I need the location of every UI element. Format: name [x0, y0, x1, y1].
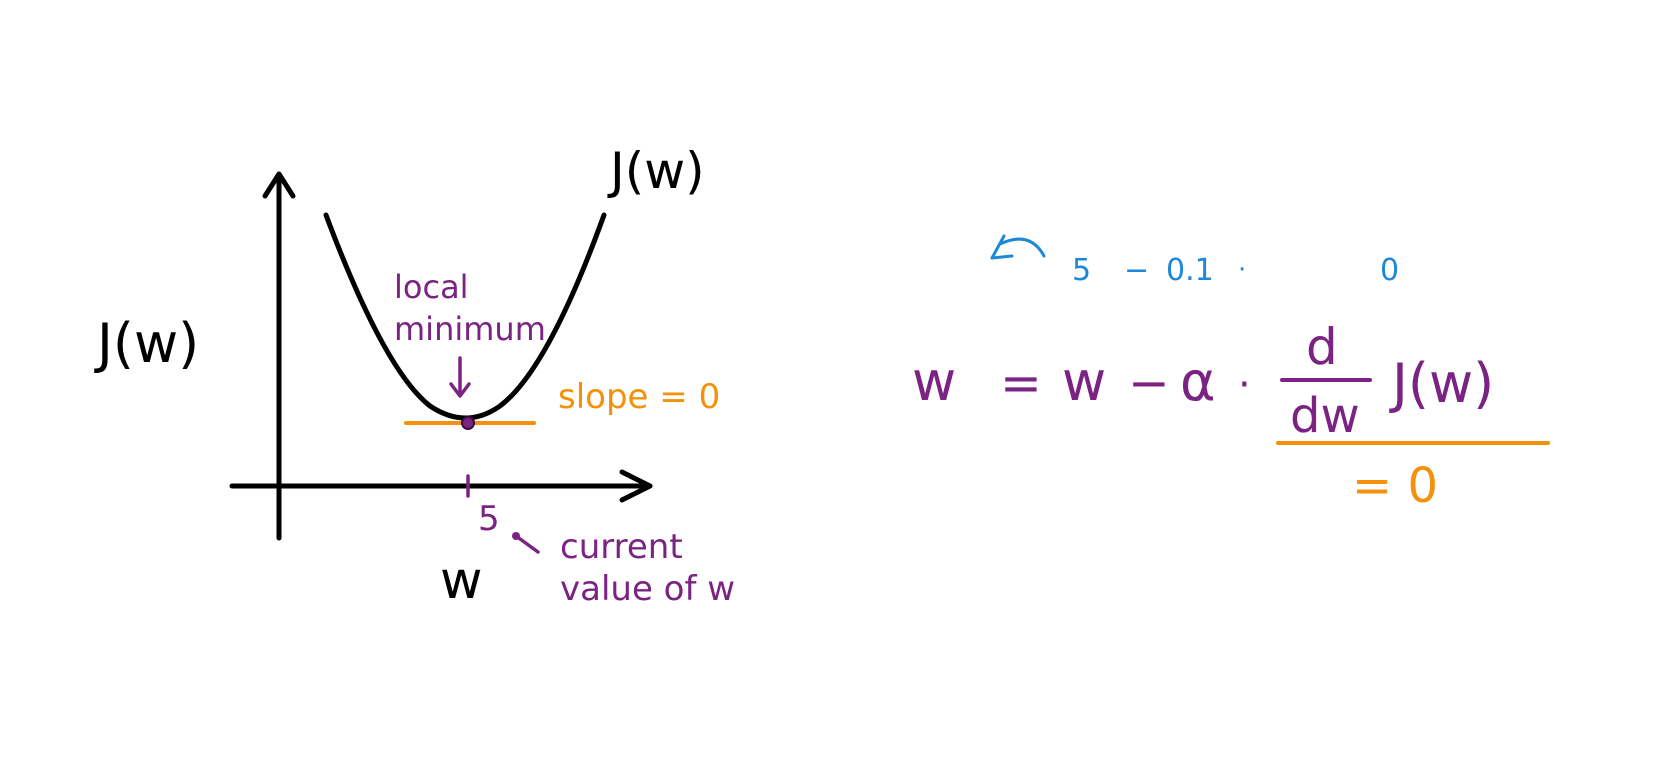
current-label-line2: value of w	[560, 569, 735, 609]
minimum-label-line1: local	[394, 268, 469, 306]
update-equation: w = w − α · d dw J(w) = 0	[912, 318, 1550, 514]
current-arrow	[514, 534, 540, 554]
curve-label: J(w)	[607, 142, 705, 200]
sub-lr: 0.1	[1166, 253, 1214, 288]
current-arrowhead	[512, 532, 520, 540]
eq-function: J(w)	[1389, 352, 1494, 415]
sub-zero: 0	[1380, 253, 1399, 288]
sub-five: 5	[1072, 253, 1091, 288]
minimum-point	[461, 416, 475, 430]
slope-label: slope = 0	[558, 377, 720, 417]
substitution-annotation: 5 − 0.1 · 0	[990, 234, 1399, 288]
eq-d-denominator: dw	[1290, 388, 1360, 444]
eq-lhs-w: w	[912, 350, 956, 413]
curved-arrow	[998, 237, 1046, 258]
x-axis-label: w	[440, 551, 483, 611]
eq-w: w	[1062, 350, 1106, 413]
eq-minus: −	[1128, 354, 1170, 412]
y-axis-arrowhead	[262, 171, 296, 199]
sub-dot: ·	[1238, 255, 1246, 285]
eq-d-numerator: d	[1306, 318, 1338, 376]
y-axis-label: J(w)	[94, 312, 199, 375]
eq-equals: =	[1000, 354, 1042, 412]
derivative-result: = 0	[1352, 458, 1438, 514]
tick-label-5: 5	[478, 499, 500, 539]
minimum-label-line2: minimum	[394, 310, 546, 348]
current-label-line1: current	[560, 527, 683, 567]
cost-graph	[229, 171, 653, 554]
eq-alpha: α	[1180, 350, 1216, 413]
minimum-arrowhead	[449, 382, 471, 398]
curved-arrowhead	[990, 234, 1014, 260]
sub-minus: −	[1124, 253, 1149, 288]
eq-dot: ·	[1238, 362, 1251, 408]
x-axis-arrowhead	[619, 469, 653, 503]
